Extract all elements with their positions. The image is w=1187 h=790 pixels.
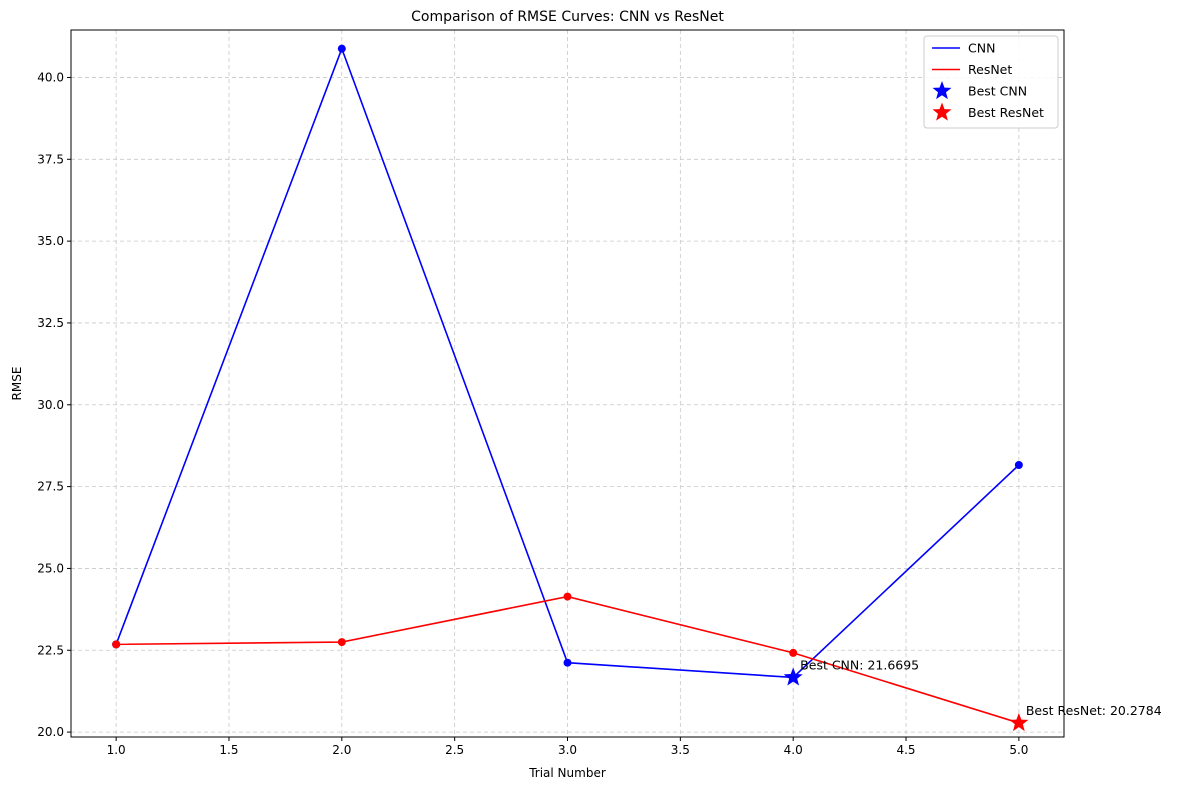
x-tick-label: 2.0 (332, 743, 351, 757)
series-point-cnn (563, 658, 572, 667)
x-tick-label: 4.0 (784, 743, 803, 757)
legend-label-resnet: ResNet (968, 62, 1012, 77)
x-tick-label: 3.5 (671, 743, 690, 757)
legend-label-cnn: CNN (968, 41, 995, 56)
y-axis-label: RMSE (10, 367, 24, 401)
series-layer (112, 44, 1023, 727)
legend-label-best-resnet: Best ResNet (968, 105, 1044, 120)
legend-box (923, 35, 1059, 129)
best-cnn-star (783, 667, 803, 686)
y-tick-label: 35.0 (37, 234, 64, 248)
best-resnet-star (1009, 712, 1029, 732)
legend-label-best-cnn: Best CNN (968, 84, 1027, 99)
series-point-cnn (1014, 461, 1023, 470)
best-cnn-annotation: Best CNN: 21.6695 (800, 657, 919, 672)
series-point-resnet (112, 640, 121, 649)
grid-lines (71, 30, 1064, 737)
x-tick-label: 2.5 (445, 743, 464, 757)
y-tick-label: 37.5 (37, 152, 64, 166)
x-tick-label: 3.0 (558, 743, 577, 757)
y-tick-label: 32.5 (37, 316, 64, 330)
series-point-resnet (337, 638, 346, 647)
y-tick-label: 40.0 (37, 70, 64, 84)
y-tick-label: 22.5 (37, 643, 64, 657)
x-tick-label: 5.0 (1009, 743, 1028, 757)
legend-swatch-best-resnet (932, 102, 952, 121)
y-tick-label: 27.5 (37, 480, 64, 494)
chart-title: Comparison of RMSE Curves: CNN vs ResNet (411, 9, 724, 25)
series-point-cnn (337, 44, 346, 53)
y-axis: 20.0 22.5 25.0 27.5 30.0 32.5 35.0 37.5 40.0 (37, 70, 71, 739)
y-tick-label: 25.0 (37, 561, 64, 575)
x-axis-label: Trial Number (528, 766, 606, 780)
y-tick-label: 30.0 (37, 398, 64, 412)
x-tick-label: 1.0 (107, 743, 126, 757)
legend-swatch-best-cnn (932, 81, 952, 100)
series-point-resnet (789, 648, 798, 657)
x-tick-label: 1.5 (219, 743, 238, 757)
y-tick-label: 20.0 (37, 725, 64, 739)
best-resnet-annotation: Best ResNet: 20.2784 (1026, 703, 1162, 718)
legend: CNN ResNet Best CNN Best ResNet (923, 35, 1059, 129)
x-tick-label: 4.5 (896, 743, 915, 757)
x-axis: 1.0 1.5 2.0 2.5 3.0 3.5 4.0 4.5 5.0 (107, 737, 1028, 757)
annotations: Best CNN: 21.6695 Best ResNet: 20.2784 (783, 657, 1162, 732)
series-point-resnet (563, 592, 572, 601)
